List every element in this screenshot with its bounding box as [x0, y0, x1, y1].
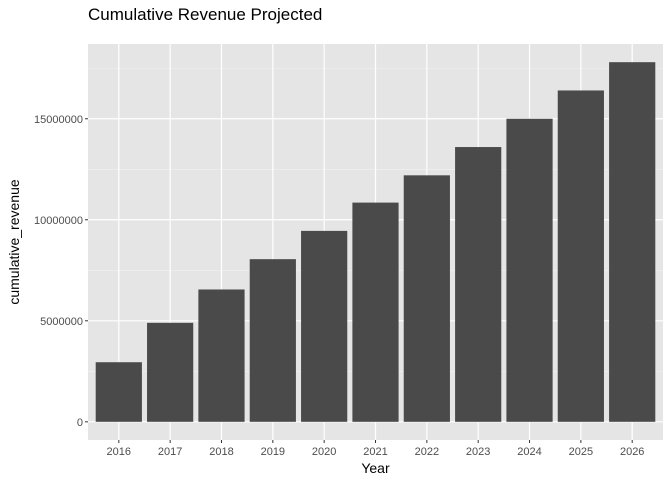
bar-2020	[301, 230, 348, 422]
chart-title: Cumulative Revenue Projected	[88, 5, 322, 24]
x-tick-label: 2018	[209, 446, 233, 458]
x-tick-label: 2016	[107, 446, 131, 458]
bar-2021	[352, 202, 399, 422]
x-tick-label: 2020	[312, 446, 336, 458]
bar-2016	[95, 362, 142, 422]
y-tick-label: 10000000	[34, 215, 83, 227]
bar-2019	[249, 259, 296, 422]
x-tick-label: 2017	[158, 446, 182, 458]
bar-2023	[455, 147, 502, 422]
x-tick-label: 2026	[620, 446, 644, 458]
bar-2026	[609, 62, 656, 422]
axes: 0 5000000 10000000 15000000 2016 2017 2018 2019…	[34, 114, 644, 458]
y-tick-label: 5000000	[40, 316, 83, 328]
bars	[95, 62, 656, 422]
bar-2025	[557, 90, 604, 422]
y-tick-label: 15000000	[34, 114, 83, 126]
y-tick-label: 0	[77, 417, 83, 429]
bar-2017	[147, 322, 194, 422]
x-tick-label: 2022	[415, 446, 439, 458]
x-axis-title: Year	[361, 460, 390, 476]
x-tick-label: 2023	[466, 446, 490, 458]
x-tick-label: 2019	[261, 446, 285, 458]
bar-2024	[506, 118, 553, 422]
x-tick-label: 2021	[363, 446, 387, 458]
x-tick-label: 2025	[569, 446, 593, 458]
x-tick-label: 2024	[517, 446, 541, 458]
bar-2018	[198, 289, 245, 422]
y-axis-title: cumulative_revenue	[6, 179, 22, 305]
bar-2022	[403, 175, 450, 422]
